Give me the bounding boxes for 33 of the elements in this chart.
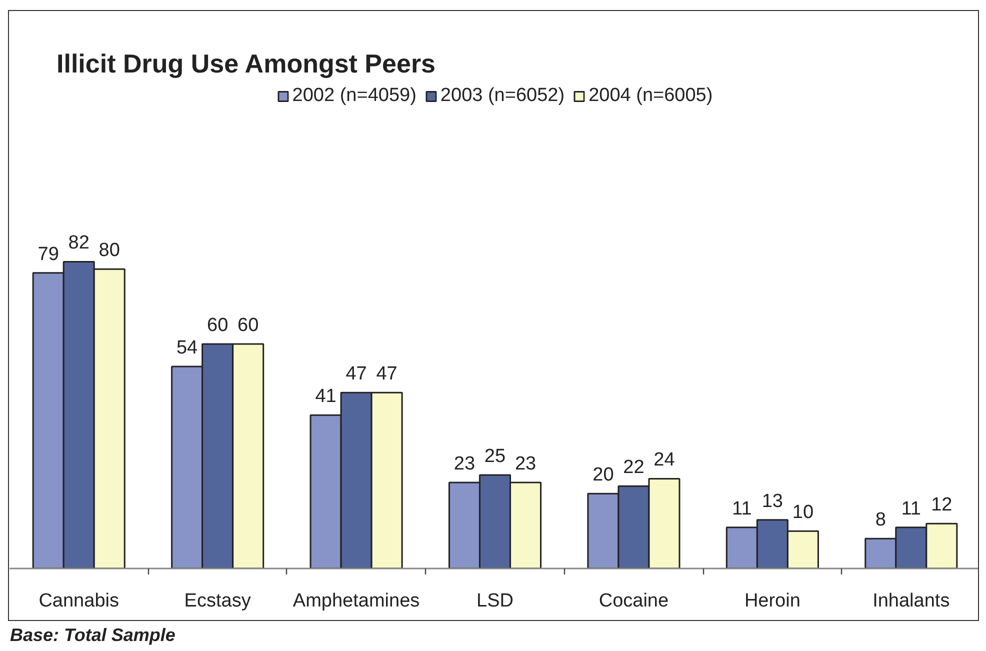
legend-label: 2004 (n=6005) <box>588 85 713 107</box>
legend-label: 2002 (n=4059) <box>292 85 416 107</box>
data-label: 60 <box>207 315 228 336</box>
data-label: 11 <box>901 498 922 520</box>
data-label: 41 <box>315 386 336 408</box>
data-label: 25 <box>484 446 506 467</box>
data-label: 23 <box>514 453 536 474</box>
data-label: 10 <box>792 502 814 524</box>
x-tick-label: Amphetamines <box>292 590 420 612</box>
x-tick-label: Cocaine <box>598 590 669 612</box>
text: Base: Total Sample <box>10 624 176 647</box>
data-label: 11 <box>732 498 752 520</box>
data-label: 60 <box>238 315 259 336</box>
data-label: 47 <box>346 364 367 385</box>
chart-title: Illicit Drug Use Amongst Peers <box>56 48 436 78</box>
x-tick-label: Ecstasy <box>184 590 252 612</box>
x-tick-label: LSD <box>476 590 514 612</box>
data-label: 24 <box>654 450 676 471</box>
data-label: 54 <box>176 337 198 358</box>
data-label: 20 <box>592 464 614 486</box>
data-label: 82 <box>68 232 90 254</box>
data-label: 12 <box>931 494 952 516</box>
x-tick-label: Heroin <box>744 590 800 612</box>
data-label: 8 <box>875 510 886 531</box>
data-label: 23 <box>454 453 476 474</box>
data-label: 13 <box>762 490 783 512</box>
x-tick-label: Cannabis <box>38 590 119 612</box>
data-label: 79 <box>38 244 59 265</box>
data-label: 80 <box>98 240 120 262</box>
x-tick-label: Inhalants <box>872 590 950 612</box>
data-label: 22 <box>623 457 644 478</box>
data-label: 47 <box>376 364 398 385</box>
legend-label: 2003 (n=6052) <box>440 85 565 107</box>
